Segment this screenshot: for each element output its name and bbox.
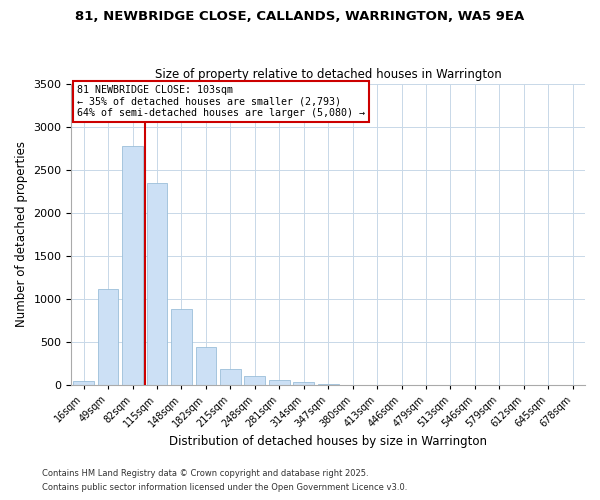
Bar xyxy=(98,288,118,385)
Bar xyxy=(73,380,94,385)
Bar xyxy=(318,384,338,385)
Bar xyxy=(196,347,217,385)
Bar xyxy=(146,184,167,385)
Bar xyxy=(269,380,290,385)
Text: Contains HM Land Registry data © Crown copyright and database right 2025.: Contains HM Land Registry data © Crown c… xyxy=(42,468,368,477)
Title: Size of property relative to detached houses in Warrington: Size of property relative to detached ho… xyxy=(155,68,502,81)
Y-axis label: Number of detached properties: Number of detached properties xyxy=(15,142,28,328)
Bar xyxy=(293,382,314,385)
Bar xyxy=(171,309,192,385)
X-axis label: Distribution of detached houses by size in Warrington: Distribution of detached houses by size … xyxy=(169,434,487,448)
Bar xyxy=(220,369,241,385)
Bar xyxy=(244,376,265,385)
Text: 81 NEWBRIDGE CLOSE: 103sqm
← 35% of detached houses are smaller (2,793)
64% of s: 81 NEWBRIDGE CLOSE: 103sqm ← 35% of deta… xyxy=(77,85,365,118)
Text: Contains public sector information licensed under the Open Government Licence v3: Contains public sector information licen… xyxy=(42,484,407,492)
Bar xyxy=(122,146,143,385)
Text: 81, NEWBRIDGE CLOSE, CALLANDS, WARRINGTON, WA5 9EA: 81, NEWBRIDGE CLOSE, CALLANDS, WARRINGTO… xyxy=(76,10,524,23)
